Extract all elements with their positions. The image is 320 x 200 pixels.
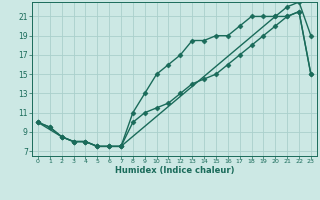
X-axis label: Humidex (Indice chaleur): Humidex (Indice chaleur) xyxy=(115,166,234,175)
